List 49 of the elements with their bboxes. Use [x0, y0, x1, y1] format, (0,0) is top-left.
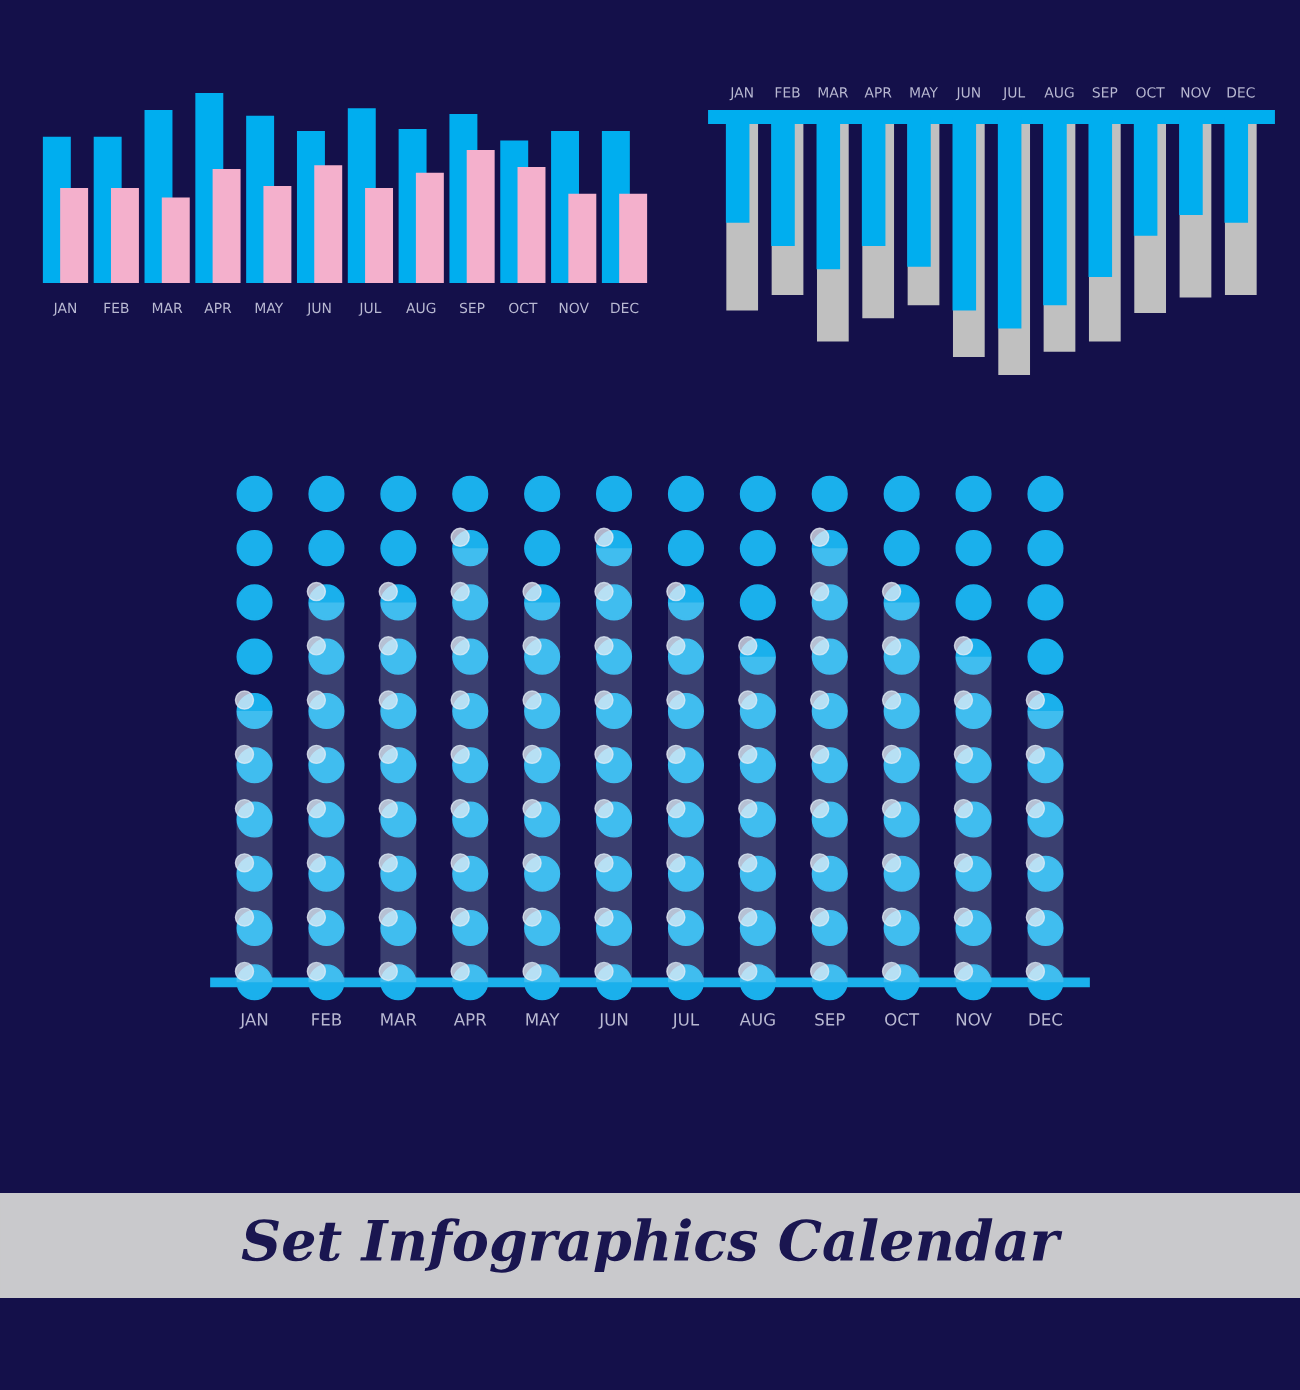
bar [415, 172, 444, 283]
bar [517, 167, 546, 283]
bar [568, 193, 597, 283]
x-tick-label: DEC [1227, 87, 1255, 98]
x-tick-label: SEP [459, 302, 485, 314]
x-tick-label: SEP [1092, 87, 1118, 98]
x-tick-label: AUG [1044, 87, 1074, 98]
x-tick-label: MAY [910, 87, 938, 98]
bar [619, 193, 648, 283]
x-tick-label: OCT [1136, 87, 1165, 98]
bar [161, 197, 190, 283]
x-tick-label: NOV [559, 302, 589, 314]
x-tick-label: APR [453, 1013, 487, 1026]
x-tick-label: NOV [956, 1013, 992, 1026]
bar [365, 188, 394, 283]
x-tick-label: AUG [406, 302, 436, 314]
x-tick-label: MAY [526, 1013, 560, 1026]
x-tick-label: MAY [255, 302, 284, 313]
bar [314, 165, 343, 283]
bar [212, 169, 241, 283]
x-tick-label: OCT [885, 1013, 920, 1026]
x-tick-label: FEB [312, 1013, 342, 1026]
x-tick-label: JUN [955, 87, 980, 101]
x-tick-label: OCT [509, 302, 538, 314]
x-tick-label: MAR [152, 302, 183, 313]
bar [263, 186, 292, 283]
x-tick-label: JAN [729, 87, 753, 101]
x-tick-label: FEB [104, 302, 129, 313]
bar [110, 188, 139, 283]
x-tick-label: AUG [739, 1013, 775, 1026]
x-tick-label: JAN [52, 302, 76, 316]
x-tick-label: DEC [611, 302, 639, 314]
x-tick-label: NOV [1181, 87, 1211, 98]
x-tick-label: MAR [818, 87, 849, 98]
x-tick-label: APR [864, 87, 892, 98]
x-tick-label: JUL [358, 302, 382, 316]
x-tick-label: JUN [306, 302, 331, 316]
x-tick-label: JAN [239, 1013, 268, 1029]
text: Set Infographics Calendar [241, 1218, 1063, 1273]
x-tick-label: DEC [1029, 1013, 1063, 1026]
x-tick-label: JUL [671, 1013, 700, 1029]
bar [466, 150, 495, 283]
x-tick-label: JUN [598, 1013, 628, 1029]
x-tick-label: MAR [381, 1013, 417, 1026]
x-tick-label: SEP [815, 1013, 845, 1026]
x-tick-label: APR [204, 302, 232, 313]
x-tick-label: FEB [775, 87, 800, 98]
bar [60, 188, 89, 283]
x-tick-label: JUL [1002, 87, 1026, 101]
